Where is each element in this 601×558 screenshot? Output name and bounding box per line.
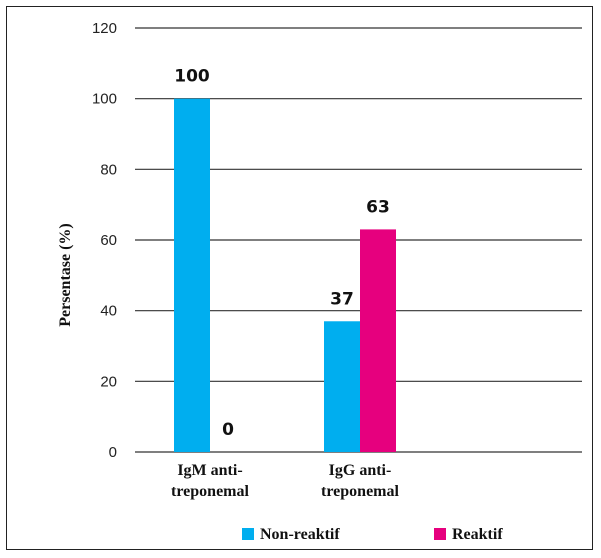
y-axis-label: Persentase (%) xyxy=(57,223,74,327)
category-label: IgM anti-treponemal xyxy=(171,462,249,500)
bar-non-reaktif-2 xyxy=(324,321,360,452)
y-tick-label: 20 xyxy=(100,373,117,390)
bar-non-reaktif-1 xyxy=(174,98,210,453)
data-label: 100 xyxy=(174,67,210,87)
legend-swatch-non-reaktif xyxy=(242,528,254,540)
legend-swatch-reaktif xyxy=(434,528,446,540)
y-tick-label: 60 xyxy=(100,232,117,249)
y-tick-label: 40 xyxy=(100,303,117,320)
data-label: 63 xyxy=(366,197,390,217)
y-tick-label: 120 xyxy=(92,20,117,37)
bar-reaktif-2 xyxy=(360,229,396,452)
legend-label-reaktif: Reaktif xyxy=(452,526,503,543)
y-tick-label: 80 xyxy=(100,161,117,178)
data-label: 37 xyxy=(330,289,354,309)
y-tick-label: 0 xyxy=(109,444,117,461)
category-label: IgG anti-treponemal xyxy=(321,462,399,500)
data-label: 0 xyxy=(222,420,234,440)
chart-frame xyxy=(6,6,593,550)
y-tick-label: 100 xyxy=(92,91,117,108)
legend-label-non-reaktif: Non-reaktif xyxy=(260,526,340,543)
